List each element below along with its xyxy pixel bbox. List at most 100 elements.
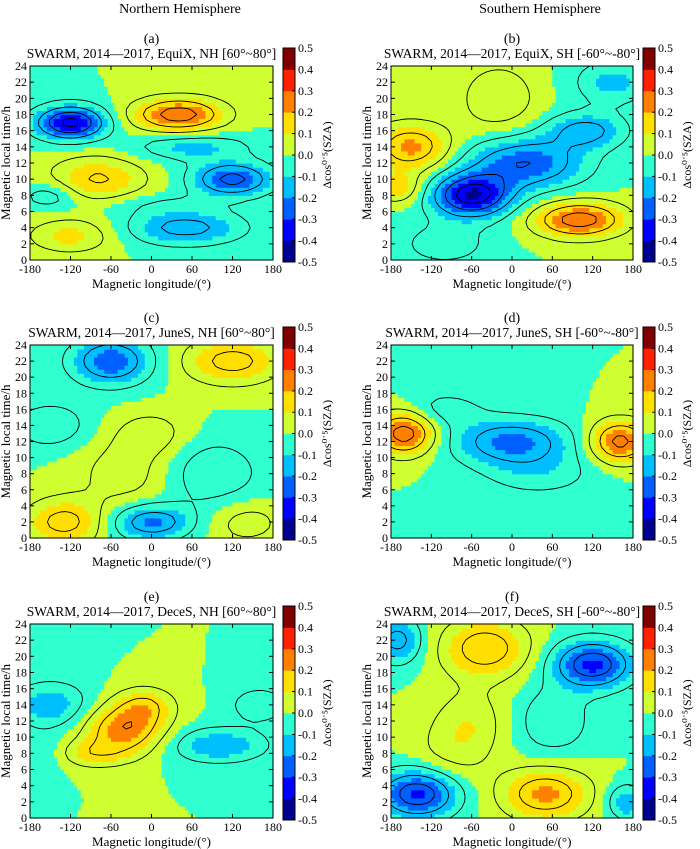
contour-cell bbox=[84, 191, 88, 196]
contour-cell bbox=[90, 171, 95, 176]
contour-cell bbox=[87, 86, 92, 91]
contour-cell bbox=[111, 251, 115, 257]
contour-cell bbox=[40, 130, 45, 136]
contour-cell bbox=[90, 74, 95, 79]
contour-cell bbox=[141, 171, 146, 176]
contour-cell bbox=[434, 82, 439, 87]
contour-cell bbox=[100, 163, 105, 168]
contour-cell bbox=[57, 110, 61, 116]
contour-cell bbox=[100, 138, 105, 144]
contour-cell bbox=[30, 82, 34, 87]
contour-cell bbox=[111, 227, 115, 233]
contour-cell bbox=[33, 142, 38, 148]
contour-cell bbox=[73, 243, 78, 249]
contour-cell bbox=[124, 227, 129, 233]
contour-cell bbox=[134, 142, 139, 148]
contour-cell bbox=[43, 231, 48, 237]
contour-cell bbox=[111, 122, 115, 128]
contour-cell bbox=[94, 255, 99, 261]
contour-cell bbox=[97, 98, 102, 103]
panel-title: SWARM, 2014—2017, EquiX, SH [-60°~-80°] bbox=[384, 46, 640, 61]
contour-cell bbox=[43, 167, 48, 172]
contour-cell bbox=[80, 171, 85, 176]
contour-cell bbox=[50, 175, 55, 180]
contour-cell bbox=[40, 187, 45, 192]
contour-cell bbox=[46, 154, 51, 160]
contour-cell bbox=[73, 90, 78, 95]
contour-cell bbox=[40, 94, 45, 99]
contour-cell bbox=[111, 183, 115, 188]
contour-cell bbox=[104, 82, 109, 87]
contour-cell bbox=[40, 146, 45, 152]
contour-cell bbox=[67, 243, 72, 249]
contour-cell bbox=[80, 158, 85, 164]
contour-cell bbox=[30, 167, 34, 172]
contour-cell bbox=[63, 102, 68, 108]
contour-cell bbox=[80, 114, 85, 120]
contour-cell bbox=[100, 146, 105, 152]
contour-cell bbox=[77, 215, 82, 221]
contour-cell bbox=[70, 203, 75, 209]
contour-cell bbox=[127, 251, 132, 257]
contour-cell bbox=[90, 114, 95, 120]
contour-cell bbox=[43, 154, 48, 160]
colorbar-tick-label: 0.5 bbox=[298, 41, 313, 55]
contour-cell bbox=[90, 203, 95, 209]
contour-cell bbox=[53, 86, 58, 91]
contour-cell bbox=[84, 94, 88, 99]
contour-cell bbox=[111, 179, 115, 184]
contour-cell bbox=[127, 94, 132, 99]
contour-cell bbox=[50, 114, 55, 120]
contour-cell bbox=[90, 142, 95, 148]
contour-cell bbox=[138, 126, 142, 132]
contour-cell bbox=[131, 251, 136, 257]
contour-cell bbox=[46, 94, 51, 99]
contour-cell bbox=[33, 102, 38, 108]
contour-cell bbox=[104, 207, 109, 213]
contour-cell bbox=[111, 142, 115, 148]
contour-cell bbox=[107, 110, 112, 116]
contour-cell bbox=[107, 130, 112, 136]
contour-cell bbox=[107, 255, 112, 261]
contour-cell bbox=[104, 187, 109, 192]
contour-cell bbox=[121, 98, 126, 103]
contour-cell bbox=[84, 183, 88, 188]
contour-cell bbox=[104, 163, 109, 168]
contour-cell bbox=[464, 130, 469, 136]
contour-cell bbox=[97, 74, 102, 79]
contour-cell bbox=[70, 90, 75, 95]
contour-cell bbox=[141, 138, 146, 144]
contour-cell bbox=[131, 150, 136, 156]
contour-cell bbox=[50, 251, 55, 257]
contour-cell bbox=[141, 247, 146, 253]
contour-cell bbox=[43, 126, 48, 132]
contour-cell bbox=[111, 94, 115, 99]
contour-cell bbox=[104, 122, 109, 128]
contour-cell bbox=[114, 90, 119, 95]
contour-cell bbox=[114, 154, 119, 160]
contour-cell bbox=[111, 231, 115, 237]
contour-cell bbox=[40, 167, 45, 172]
contour-cell bbox=[90, 223, 95, 229]
contour-cell bbox=[33, 98, 38, 103]
contour-cell bbox=[80, 150, 85, 156]
contour-cell bbox=[73, 122, 78, 128]
contour-cell bbox=[40, 243, 45, 249]
contour-cell bbox=[53, 195, 58, 200]
contour-cell bbox=[111, 219, 115, 225]
contour-cell bbox=[46, 247, 51, 253]
contour-cell bbox=[36, 183, 41, 188]
contour-cell bbox=[77, 239, 82, 245]
contour-cell bbox=[77, 74, 82, 79]
contour-cell bbox=[121, 179, 126, 184]
contour-cell bbox=[60, 86, 65, 91]
contour-cell bbox=[111, 187, 115, 192]
contour-cell bbox=[40, 118, 45, 124]
contour-cell bbox=[67, 82, 72, 87]
contour-cell bbox=[77, 82, 82, 87]
panel-b: (b)SWARM, 2014—2017, EquiX, SH [-60°~-80… bbox=[359, 32, 694, 291]
contour-cell bbox=[114, 102, 119, 108]
contour-cell bbox=[97, 70, 102, 75]
contour-cell bbox=[57, 247, 61, 253]
